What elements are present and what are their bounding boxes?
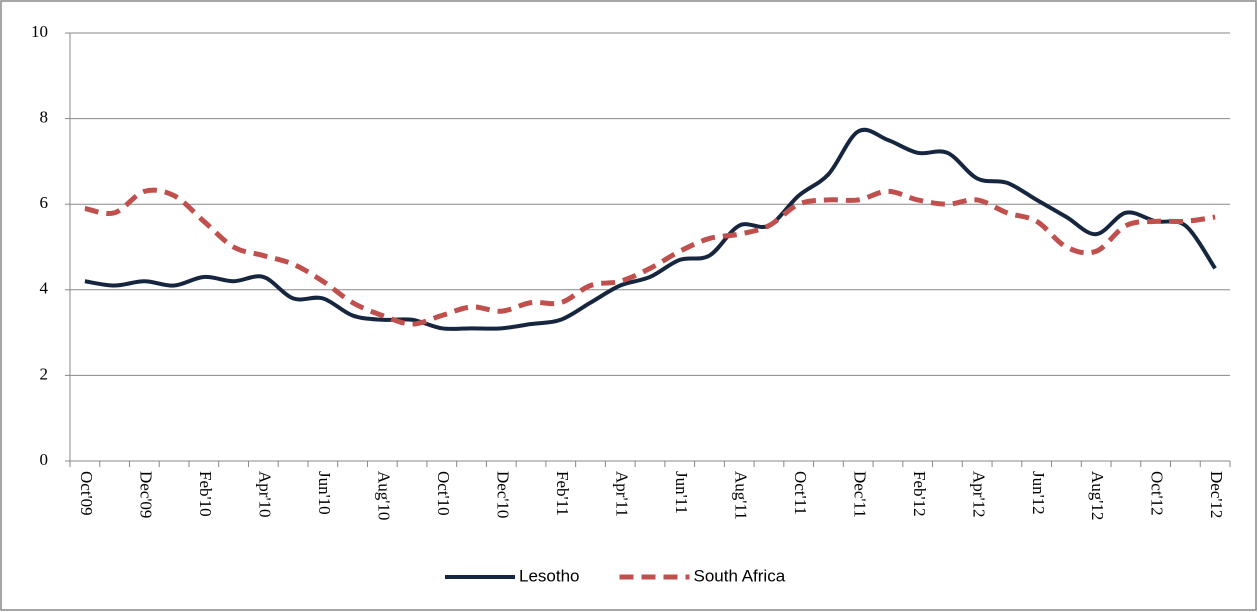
x-tick-label: Dec'10 (493, 471, 512, 518)
x-tick-label: Oct'11 (791, 471, 810, 515)
y-tick-label: 8 (40, 108, 49, 127)
y-tick-label: 6 (40, 193, 49, 212)
x-tick-label: Aug'10 (374, 471, 393, 520)
legend-label: South Africa (694, 566, 786, 585)
x-tick-label: Dec'09 (136, 471, 155, 518)
legend: Lesotho South Africa (445, 566, 786, 585)
legend-label: Lesotho (519, 566, 580, 585)
x-tick-label: Oct'12 (1148, 471, 1167, 516)
x-tick-label: Feb'12 (910, 471, 929, 517)
y-tick-label: 10 (31, 22, 48, 41)
x-tick-label: Apr'10 (255, 471, 274, 518)
x-tick-label: Aug'12 (1088, 471, 1107, 520)
x-tick-label: Jun'12 (1029, 471, 1048, 515)
x-tick-label: Jun'10 (315, 471, 334, 515)
line-series (84, 187, 1216, 327)
y-tick-label: 2 (40, 364, 49, 383)
x-tick-label: Oct'10 (434, 471, 453, 516)
x-tick-label: Oct'09 (77, 471, 96, 516)
x-tick-label: Aug'11 (731, 471, 750, 520)
x-tick-label: Dec'11 (850, 471, 869, 518)
line-series (84, 127, 1217, 331)
x-tick-label: Apr'11 (612, 471, 631, 517)
y-tick-label: 4 (40, 279, 49, 298)
x-tick-label: Jun'11 (672, 471, 691, 514)
x-tick-label: Feb'10 (196, 471, 215, 517)
y-tick-label: 0 (40, 450, 49, 469)
x-tick-label: Apr'12 (969, 471, 988, 518)
x-tick-label: Dec'12 (1207, 471, 1226, 518)
x-tick-label: Feb'11 (553, 471, 572, 516)
